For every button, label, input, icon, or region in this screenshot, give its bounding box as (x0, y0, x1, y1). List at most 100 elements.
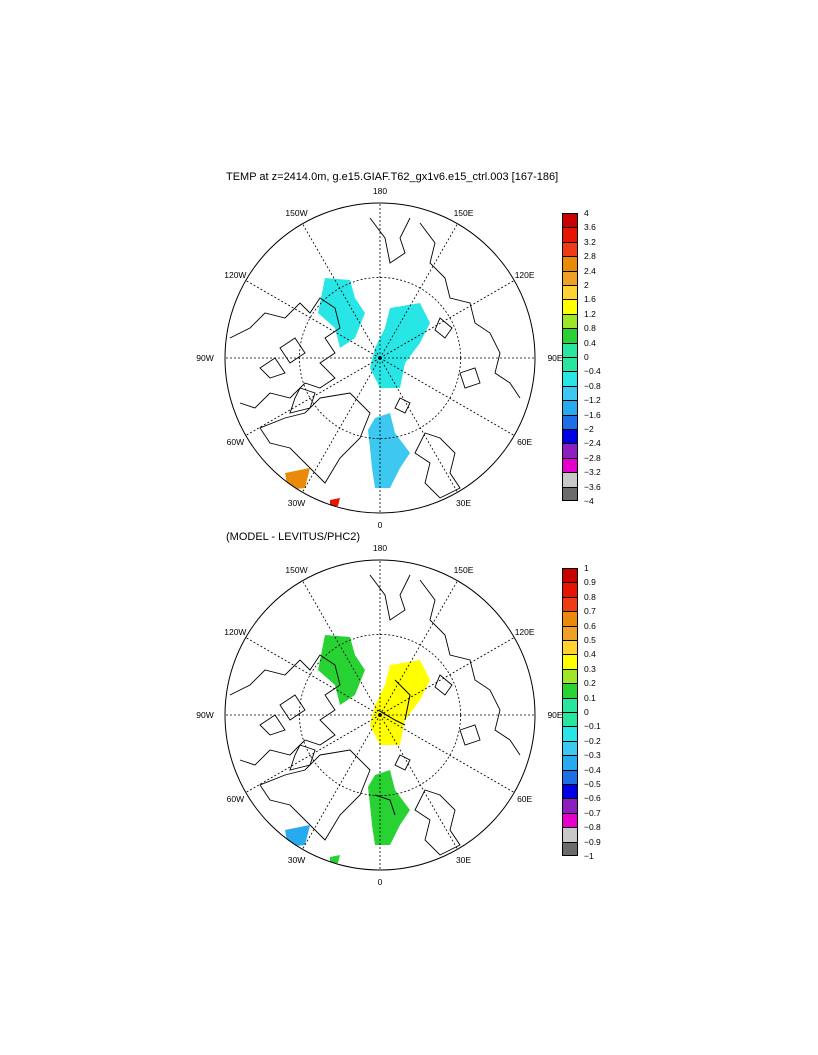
colorbar-swatch (562, 827, 578, 842)
colorbar-tick-label: −1.2 (584, 395, 601, 406)
coastline-5 (259, 392, 371, 484)
longitude-label: 60E (517, 793, 533, 804)
longitude-label: 0 (377, 877, 383, 887)
colorbar-tick-label: 0.7 (584, 606, 596, 617)
colorbar-tick-label: 4 (584, 208, 589, 218)
colorbar-tick-label: 2.4 (584, 265, 596, 276)
colorbar-swatch (562, 285, 578, 300)
colorbar-swatch (562, 429, 578, 444)
longitude-label: 60E (517, 436, 533, 447)
colorbar-tick-label: 0.8 (584, 591, 596, 602)
contour-line-1 (394, 679, 411, 721)
colorbar-tick-label: 0.4 (584, 649, 596, 660)
coastline-9 (459, 367, 481, 389)
colorbar-swatch (562, 582, 578, 597)
longitude-label: 0 (377, 520, 383, 530)
colorbar-tick-label: −0.9 (584, 836, 601, 847)
data-region-2 (370, 303, 430, 388)
data-region-5 (285, 825, 310, 847)
coastline-10 (414, 432, 461, 499)
colorbar-swatch (562, 769, 578, 784)
colorbar-swatch (562, 357, 578, 372)
data-region-3 (368, 770, 410, 845)
meridian-line (379, 223, 458, 359)
longitude-label: 90E (547, 353, 563, 363)
meridian-line (245, 280, 381, 359)
colorbar-tick-label: −0.8 (584, 380, 601, 391)
data-region-3 (368, 413, 410, 488)
colorbar-swatch (562, 400, 578, 415)
meridian-line (379, 714, 515, 793)
colorbar-tick-label: 0.8 (584, 323, 596, 334)
colorbar-tick-label: 0.3 (584, 663, 596, 674)
colorbar-swatch (562, 784, 578, 799)
colorbar-tick-label: −3.6 (584, 481, 601, 492)
coastline-9 (459, 724, 481, 746)
meridian-line (379, 280, 515, 359)
colorbar-tick-label: −0.1 (584, 721, 601, 732)
longitude-label: 150E (453, 565, 474, 576)
longitude-label: 150W (285, 208, 308, 219)
colorbar-tick-label: −0.2 (584, 735, 601, 746)
data-region-1 (318, 635, 365, 705)
colorbar-swatch (562, 798, 578, 813)
colorbar-swatch (562, 640, 578, 655)
colorbar-tick-label: 3.2 (584, 236, 596, 247)
colorbar-tick-label: 1.6 (584, 294, 596, 305)
meridian-line (302, 714, 381, 850)
meridian-line (245, 637, 381, 716)
colorbar-tick-label: 1 (584, 563, 589, 573)
longitude-label: 120W (224, 269, 247, 280)
coastline-6 (419, 222, 521, 399)
meridian-line (245, 357, 381, 436)
colorbar-tick-label: 2 (584, 280, 589, 290)
polar-map-top (224, 202, 536, 514)
coastline-3 (259, 357, 286, 379)
longitude-label: 90W (196, 710, 214, 720)
colorbar-swatch (562, 443, 578, 458)
colorbar-swatch (562, 313, 578, 329)
coastline-10 (414, 789, 461, 856)
longitude-label: 150W (285, 565, 308, 576)
colorbar-swatch (562, 697, 578, 712)
colorbar-swatch (562, 256, 578, 271)
meridian-line (379, 580, 458, 716)
colorbar-tick-label: −0.7 (584, 807, 601, 818)
meridian-line (302, 223, 381, 359)
longitude-label: 120E (514, 269, 535, 280)
colorbar-tick-label: 1.2 (584, 308, 596, 319)
coastline-4 (289, 387, 316, 414)
colorbar-swatch (562, 596, 578, 612)
meridian-line (379, 637, 515, 716)
colorbar-tick-label: −0.4 (584, 764, 601, 775)
colorbar-tick-label: 0.9 (584, 577, 596, 588)
colorbar-tick-label: 3.6 (584, 222, 596, 233)
colorbar-swatch (562, 385, 578, 401)
colorbar-frame (562, 213, 578, 501)
colorbar-swatch (562, 683, 578, 698)
colorbar-swatch (562, 472, 578, 487)
colorbar-tick-label: −0.4 (584, 366, 601, 377)
longitude-label: 60W (226, 436, 245, 447)
longitude-label: 30W (287, 497, 306, 508)
colorbar-swatch (562, 371, 578, 386)
colorbar-swatch (562, 726, 578, 741)
meridian-line (302, 357, 381, 493)
colorbar-tick-label: −0.6 (584, 793, 601, 804)
colorbar-tick-label: 0 (584, 707, 589, 717)
colorbar-swatch (562, 611, 578, 626)
colorbar-swatch (562, 414, 578, 429)
colorbar-frame (562, 568, 578, 856)
colorbar-swatch (562, 812, 578, 828)
longitude-label: 30W (287, 854, 306, 865)
colorbar-tick-label: 0.2 (584, 678, 596, 689)
colorbar-swatch (562, 270, 578, 285)
colorbar-swatch (562, 668, 578, 684)
data-region-6 (330, 498, 340, 506)
longitude-label: 120E (514, 626, 535, 637)
coastline-8 (434, 674, 453, 696)
chart-title-difference: (MODEL - LEVITUS/PHC2) (226, 531, 361, 543)
longitude-label: 90E (547, 710, 563, 720)
coastline-11 (394, 397, 411, 414)
